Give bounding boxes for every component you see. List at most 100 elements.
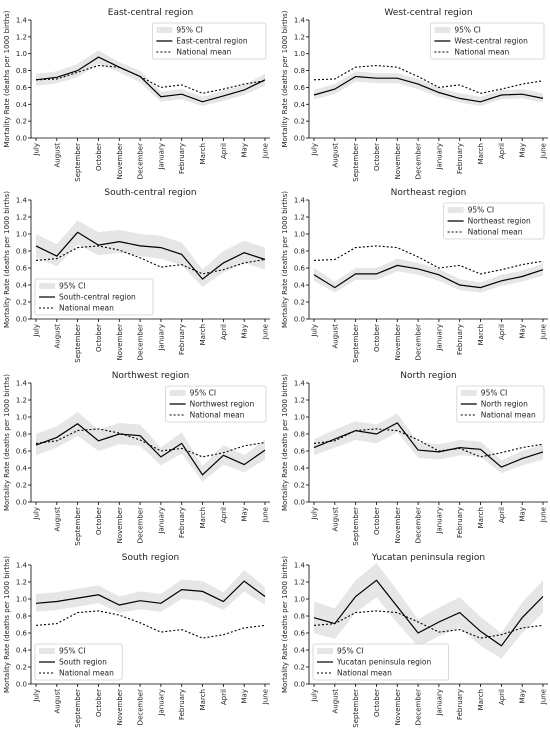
legend-label: West-central region (454, 37, 528, 46)
x-tick-label: March (477, 507, 485, 528)
x-tick-label: March (477, 324, 485, 345)
legend-frame (443, 202, 545, 240)
x-tick-label: January (157, 324, 165, 352)
y-tick-label: 0.8 (294, 431, 305, 439)
legend-label: 95% CI (59, 282, 86, 291)
x-tick-label: April (220, 689, 228, 705)
x-tick-label: September (74, 324, 82, 363)
chart-title: East-central region (108, 8, 193, 18)
x-tick-label: September (74, 689, 82, 728)
legend-label: National mean (481, 411, 536, 420)
x-tick-label: January (157, 689, 165, 717)
y-tick-label: 1.2 (16, 397, 27, 405)
y-tick-label: 1.2 (16, 579, 27, 587)
national-mean-line (313, 610, 544, 639)
x-tick-label: April (220, 324, 228, 340)
y-tick-label: 1.0 (294, 50, 305, 58)
y-tick-label: 0.8 (294, 67, 305, 75)
y-tick-label: 0.0 (16, 135, 27, 143)
x-tick-label: October (373, 324, 381, 352)
y-tick-label: 0.2 (294, 482, 305, 490)
legend-label: 95% CI (337, 647, 364, 656)
national-mean-line (35, 64, 266, 94)
y-tick-label: 0.0 (294, 681, 305, 689)
legend-ci-swatch (169, 390, 186, 396)
x-tick-label: June (262, 507, 270, 523)
x-tick-label: January (157, 507, 165, 535)
x-tick-label: February (178, 143, 186, 174)
y-tick-label: 0.8 (16, 613, 27, 621)
chart-title: Northeast region (391, 188, 467, 198)
y-tick-label: 1.0 (294, 596, 305, 604)
legend-label: National mean (190, 411, 245, 420)
legend-label: National mean (59, 304, 114, 313)
x-tick-label: May (519, 507, 527, 521)
x-tick-label: December (137, 507, 145, 543)
legend-label: National mean (468, 228, 523, 237)
x-tick-label: November (394, 507, 402, 544)
y-tick-label: 0.2 (16, 299, 27, 307)
legend-ci-swatch (460, 390, 477, 396)
chart-title: West-central region (384, 8, 472, 18)
x-tick-label: November (116, 143, 124, 180)
x-tick-label: August (53, 143, 61, 168)
x-tick-label: December (137, 689, 145, 725)
chart-panel-8: Yucatan peninsula region Mortality Rate (… (281, 553, 548, 728)
y-tick-label: 0.2 (294, 118, 305, 126)
legend-label: National mean (454, 48, 509, 57)
x-tick-label: March (477, 143, 485, 164)
x-tick-label: October (95, 689, 103, 717)
legend-label: South-central region (59, 293, 136, 302)
legend: 95% CI East-central region National mean (151, 22, 267, 60)
y-axis-label: Mortality Rate (deaths per 1000 births) (281, 374, 289, 511)
y-axis-label: Mortality Rate (deaths per 1000 births) (281, 556, 289, 693)
legend-label: South region (59, 658, 107, 667)
y-tick-label: 0.0 (294, 499, 305, 507)
x-tick-label: May (241, 324, 249, 338)
y-tick-label: 0.6 (294, 84, 306, 92)
national-mean-line (313, 245, 544, 275)
x-tick-label: May (241, 507, 249, 521)
x-tick-label: April (498, 689, 506, 705)
chart-panel-7: South region Mortality Rate (deaths per 1… (3, 553, 270, 728)
x-tick-label: February (456, 324, 464, 355)
x-tick-label: July (311, 507, 319, 521)
y-tick-label: 1.2 (294, 579, 305, 587)
region-series-line (35, 56, 266, 103)
chart-panel-1: East-central region Mortality Rate (death… (3, 8, 270, 182)
y-tick-label: 1.4 (294, 17, 306, 25)
x-tick-label: April (220, 507, 228, 523)
legend-frame (151, 22, 267, 60)
x-tick-label: July (33, 507, 41, 521)
x-tick-label: September (74, 143, 82, 182)
legend: 95% CI South region National mean (34, 643, 123, 681)
x-tick-label: November (394, 324, 402, 361)
national-mean-line (35, 428, 266, 458)
region-series-line (313, 264, 544, 289)
x-tick-label: June (262, 143, 270, 159)
legend-label: Yucatan peninsula region (336, 658, 432, 667)
y-axis-label: Mortality Rate (deaths per 1000 births) (281, 191, 289, 328)
y-tick-label: 0.2 (16, 482, 27, 490)
x-tick-label: December (415, 507, 423, 543)
legend-label: Northwest region (190, 400, 255, 409)
x-tick-label: January (435, 689, 443, 717)
x-tick-label: August (53, 507, 61, 532)
y-tick-label: 0.2 (294, 299, 305, 307)
y-tick-label: 0.2 (16, 664, 27, 672)
x-tick-label: June (540, 324, 548, 340)
y-axis-label: Mortality Rate (deaths per 1000 births) (3, 10, 11, 147)
y-tick-label: 0.0 (16, 681, 27, 689)
national-mean-line (313, 64, 544, 94)
y-tick-label: 1.4 (16, 562, 28, 570)
y-tick-label: 0.8 (16, 67, 27, 75)
y-tick-label: 1.2 (294, 33, 305, 41)
legend-ci-swatch (39, 283, 55, 289)
x-tick-label: June (262, 324, 270, 340)
legend-frame (456, 385, 545, 423)
x-tick-label: July (311, 143, 319, 157)
x-tick-label: May (519, 689, 527, 703)
x-tick-label: April (220, 143, 228, 159)
region-series-line (35, 580, 266, 606)
